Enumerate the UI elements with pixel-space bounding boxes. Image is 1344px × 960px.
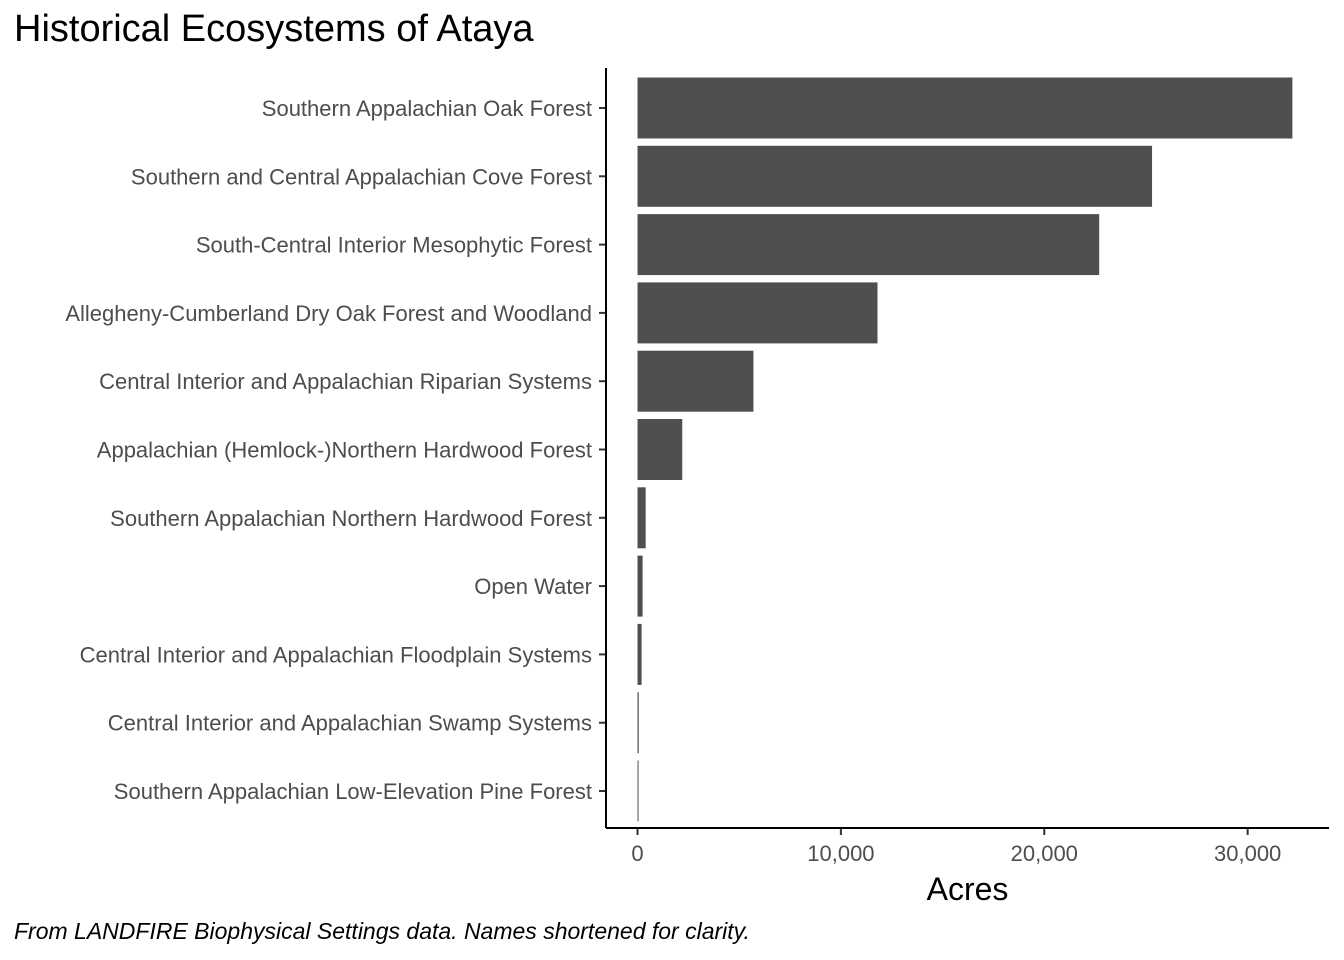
y-tick-label: Appalachian (Hemlock-)Northern Hardwood …: [97, 438, 592, 463]
bar-1: [637, 77, 1293, 139]
x-tick-label: 10,000: [807, 841, 874, 866]
bar-9: [637, 623, 642, 685]
x-axis-title: Acres: [927, 871, 1009, 907]
y-tick-label: Southern Appalachian Oak Forest: [262, 96, 592, 121]
chart-title: Historical Ecosystems of Ataya: [14, 8, 534, 50]
y-tick-label: Open Water: [474, 574, 592, 599]
chart-caption: From LANDFIRE Biophysical Settings data.…: [14, 918, 750, 944]
bar-11: [637, 760, 639, 822]
x-tick-label: 30,000: [1214, 841, 1281, 866]
bar-8: [637, 555, 643, 617]
y-axis-ticks: [599, 107, 606, 792]
y-axis-labels: Southern Appalachian Oak Forest Southern …: [65, 96, 592, 804]
y-tick-label: Central Interior and Appalachian Riparia…: [99, 369, 592, 394]
y-tick-label: Central Interior and Appalachian Floodpl…: [80, 642, 592, 667]
bar-3: [637, 214, 1100, 276]
y-tick-label: Southern Appalachian Northern Hardwood F…: [110, 506, 592, 531]
y-tick-label: Allegheny-Cumberland Dry Oak Forest and …: [65, 301, 592, 326]
bar-10: [637, 692, 639, 754]
bar-4: [637, 282, 878, 344]
y-tick-label: Southern Appalachian Low-Elevation Pine …: [114, 779, 592, 804]
bar-7: [637, 487, 646, 549]
y-tick-label: Southern and Central Appalachian Cove Fo…: [131, 164, 592, 189]
y-tick-label: South-Central Interior Mesophytic Forest: [196, 233, 592, 258]
bar-5: [637, 350, 754, 412]
y-tick-label: Central Interior and Appalachian Swamp S…: [108, 711, 592, 736]
bar-2: [637, 145, 1153, 207]
x-tick-label: 0: [631, 841, 643, 866]
x-axis-ticks: 0 10,000 20,000 30,000: [631, 828, 1281, 866]
bars-group: [637, 77, 1293, 822]
x-tick-label: 20,000: [1011, 841, 1078, 866]
bar-6: [637, 419, 683, 480]
